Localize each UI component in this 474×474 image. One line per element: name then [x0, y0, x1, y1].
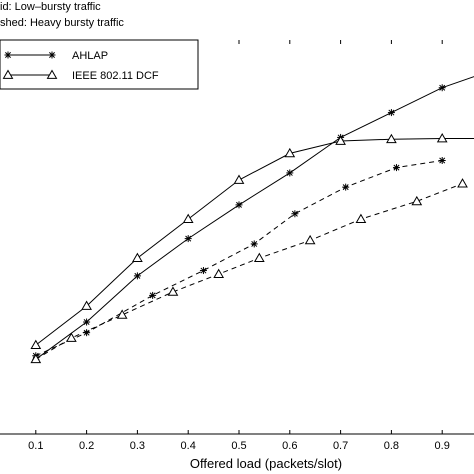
data-point-star — [342, 183, 350, 191]
legend-entry-1: IEEE 802.11 DCF — [2, 69, 159, 82]
data-point-triangle — [30, 353, 42, 364]
data-point-star — [392, 164, 400, 172]
data-point-triangle — [304, 234, 316, 245]
data-point-star — [438, 84, 446, 92]
series-1-solid — [30, 132, 474, 349]
x-tick-label: 0.8 — [384, 440, 399, 452]
legend-triangle-marker — [46, 69, 58, 79]
data-point-triangle — [411, 195, 423, 206]
data-point-triangle — [284, 147, 296, 158]
x-tick-label: 0.1 — [28, 440, 43, 452]
data-point-triangle — [386, 133, 397, 144]
data-point-triangle — [30, 339, 42, 349]
data-point-star — [149, 291, 157, 299]
legend: AHLAP IEEE 802.11 DCF — [0, 39, 199, 90]
series-2-dashed — [32, 157, 446, 360]
legend-label: AHLAP — [72, 50, 108, 62]
data-point-star — [83, 318, 91, 326]
series-0-solid — [32, 76, 474, 363]
data-point-triangle — [65, 332, 77, 342]
legend-box — [0, 39, 199, 90]
x-tick-label: 0.2 — [79, 440, 94, 452]
x-tick-label: 0.7 — [333, 440, 348, 452]
legend-entry-0: AHLAP — [4, 50, 108, 62]
data-point-star — [199, 267, 207, 275]
legend-triangle-marker — [2, 69, 14, 79]
data-point-triangle — [436, 132, 448, 143]
x-tick-label: 0.4 — [181, 440, 196, 452]
data-point-star — [250, 240, 258, 248]
legend-note-dashed: shed: Heavy bursty traffic — [0, 17, 124, 29]
data-point-star — [291, 210, 299, 218]
data-point-star — [387, 109, 395, 117]
data-point-triangle — [233, 174, 245, 184]
x-axis-label: Offered load (packets/slot) — [190, 456, 342, 471]
data-point-triangle — [182, 213, 194, 223]
data-point-star — [133, 272, 141, 280]
data-point-triangle — [355, 213, 367, 223]
series-line — [35, 76, 474, 360]
x-tick-label: 0.3 — [130, 440, 145, 452]
data-point-triangle — [253, 252, 265, 262]
data-point-star — [286, 169, 294, 177]
series-line — [35, 160, 443, 357]
series-line — [35, 183, 463, 360]
series-3-dashed — [30, 178, 468, 364]
x-tick-label: 0.5 — [231, 440, 246, 452]
data-point-triangle — [116, 309, 128, 319]
data-point-triangle — [213, 268, 225, 278]
data-point-triangle — [457, 178, 468, 188]
legend-star-marker — [48, 51, 56, 59]
legend-star-marker — [4, 51, 12, 59]
data-point-triangle — [167, 286, 179, 296]
data-point-triangle — [335, 135, 346, 145]
data-point-triangle — [81, 300, 92, 310]
legend-note-solid: id: Low–bursty traffic — [0, 1, 101, 13]
x-tick-label: 0.6 — [282, 440, 297, 452]
data-point-star — [184, 235, 192, 243]
data-point-star — [235, 201, 243, 209]
x-tick-label: 0.9 — [435, 440, 450, 452]
data-point-triangle — [132, 252, 143, 262]
series-line — [35, 138, 474, 346]
data-point-star — [438, 157, 446, 164]
legend-label: IEEE 802.11 DCF — [72, 70, 159, 82]
